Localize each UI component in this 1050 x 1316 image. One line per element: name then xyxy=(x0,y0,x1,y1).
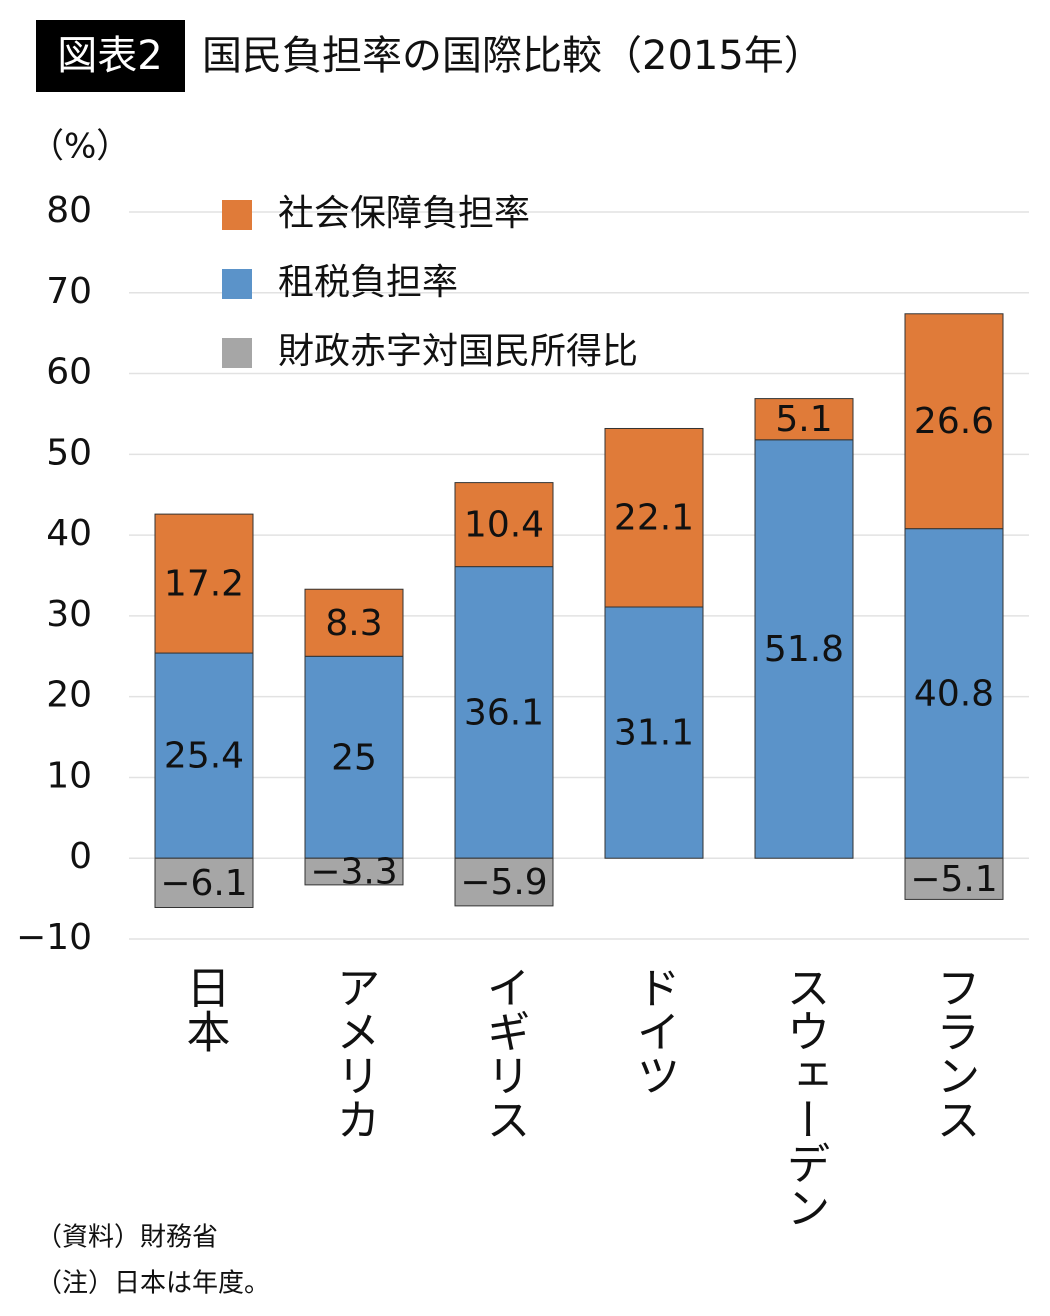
data-label: 17.2 xyxy=(164,564,244,605)
y-tick-label: 70 xyxy=(46,271,92,312)
x-tick-label: 日本 xyxy=(179,965,230,1053)
data-label: 5.1 xyxy=(775,399,832,440)
bar-segment xyxy=(754,439,854,859)
bar-segment xyxy=(304,588,404,657)
data-label: 10.4 xyxy=(464,505,544,546)
legend-label: 財政赤字対国民所得比 xyxy=(278,331,638,372)
bar-segment xyxy=(604,427,704,608)
y-axis-label: （%） xyxy=(30,127,130,167)
y-tick-label: 10 xyxy=(46,755,92,796)
data-label: −5.1 xyxy=(910,859,997,900)
source-note: （資料）財務省 xyxy=(36,1223,218,1253)
x-tick-label: イギリス xyxy=(479,965,530,1141)
data-label: −5.9 xyxy=(460,862,547,903)
y-tick-label: 40 xyxy=(46,513,92,554)
bar-segment xyxy=(604,606,704,859)
data-label: 51.8 xyxy=(764,629,844,670)
bar-segment xyxy=(154,652,254,859)
legend-swatch xyxy=(222,200,252,230)
data-label: 31.1 xyxy=(614,713,694,754)
figure-label-box xyxy=(36,20,185,92)
bar-segment xyxy=(904,528,1004,859)
data-label: −3.3 xyxy=(310,852,397,893)
legend-swatch xyxy=(222,269,252,299)
y-tick-label: 60 xyxy=(46,352,92,393)
bar-segment xyxy=(754,398,854,441)
legend-swatch xyxy=(222,338,252,368)
bar-segment xyxy=(154,513,254,654)
data-label: 25.4 xyxy=(164,736,244,777)
bar-segment xyxy=(904,857,1004,900)
labels: 25.4 17.2 −6.1 日本 25 8.3 −3.3 アメリカ 36.1 10.4 −5.9 イ… xyxy=(160,193,997,1229)
bar-segment xyxy=(454,482,554,568)
x-tick-label: アメリカ xyxy=(329,965,380,1141)
y-tick-label: 80 xyxy=(46,190,92,231)
grid: −10 0 10 20 30 40 50 60 70 80 xyxy=(16,190,1029,958)
bars xyxy=(154,313,1004,908)
x-tick-label: スウェーデン xyxy=(779,965,830,1229)
bar-segment xyxy=(454,566,554,859)
y-tick-label: 20 xyxy=(46,675,92,716)
data-label: 26.6 xyxy=(914,401,994,442)
data-label: 36.1 xyxy=(464,692,544,733)
bar-segment xyxy=(454,857,554,907)
y-tick-label: 30 xyxy=(46,594,92,635)
bar-segment xyxy=(904,313,1004,530)
x-tick-label: ドイツ xyxy=(629,965,680,1097)
legend-label: 社会保障負担率 xyxy=(278,193,530,234)
data-label: 40.8 xyxy=(914,673,994,714)
data-label: 8.3 xyxy=(325,603,382,644)
y-tick-label: 0 xyxy=(69,836,92,877)
data-label: 25 xyxy=(331,737,377,778)
bar-segment xyxy=(304,857,404,886)
legend-label: 租税負担率 xyxy=(278,262,458,303)
x-tick-label: フランス xyxy=(929,965,980,1141)
note: （注）日本は年度。 xyxy=(36,1269,270,1299)
data-label: −6.1 xyxy=(160,863,247,904)
data-label: 22.1 xyxy=(614,498,694,539)
chart-title: 国民負担率の国際比較（2015年） xyxy=(202,33,824,79)
bar-segment xyxy=(304,655,404,859)
bar-segment xyxy=(154,857,254,908)
figure-label: 図表2 xyxy=(57,33,162,79)
y-tick-label: 50 xyxy=(46,432,92,473)
y-tick-label: −10 xyxy=(16,917,92,958)
